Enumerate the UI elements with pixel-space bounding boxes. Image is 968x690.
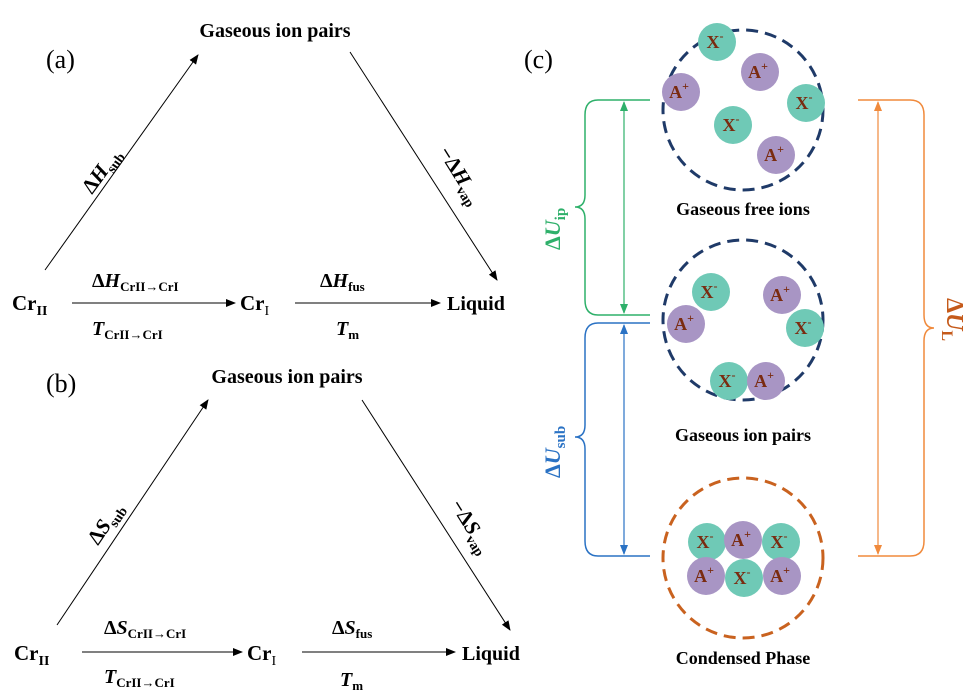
panel-a-label-vaporization: −ΔHvap [430, 142, 487, 211]
panel-a-label-melting-temperature: Tm [336, 318, 359, 342]
panel-a-label-fusion-enthalpy: ΔHfus [320, 270, 365, 294]
panel-a-label-transition-enthalpy: ΔHCrII→CrI [92, 270, 179, 294]
ion-layer: X-A+A+X-X-A+X-A+A+X-X- A+X- A+ X-A+ X- A+ [662, 23, 825, 597]
panel-a-mid-state: CrI [240, 291, 270, 319]
panel-a-label: (a) [46, 45, 75, 74]
delta-u-lattice-bracket [858, 99, 935, 557]
state-caption-condensed: Condensed Phase [676, 648, 811, 668]
svg-text:A+: A+ [764, 142, 784, 165]
panel-b-left-state: CrII [14, 641, 49, 669]
panel-a: (a) Gaseous ion pairs CrII CrI Liquid ΔH… [12, 20, 505, 342]
anion-sphere: X- [786, 309, 824, 347]
condensed-phase-boundary [661, 476, 825, 640]
panel-c-label: (c) [524, 45, 553, 74]
delta-u-sub-bracket [574, 322, 650, 557]
panel-b-label-fusion-entropy: ΔSfus [332, 617, 372, 641]
cation-sphere: A+ [763, 557, 801, 595]
svg-text:X-: X- [723, 112, 740, 135]
panel-b-label-transition-temperature: TCrII→CrI [104, 666, 175, 690]
panel-b-top-state: Gaseous ion pairs [211, 366, 362, 388]
cation-sphere: A+ [763, 276, 801, 314]
delta-u-ip-label: ΔUip [540, 208, 569, 250]
cation-sphere: A+ [724, 521, 762, 559]
delta-u-sub-label: ΔUsub [540, 426, 569, 478]
anion-sphere: X- [692, 273, 730, 311]
svg-text:X-: X- [796, 90, 813, 113]
svg-text:A+: A+ [770, 282, 790, 305]
panel-b-label-sublimation: ΔSsub [82, 497, 131, 551]
svg-text:X-: X- [734, 565, 751, 588]
anion-sphere: X- [710, 362, 748, 400]
panel-b-label: (b) [46, 369, 76, 398]
svg-text:A+: A+ [669, 79, 689, 102]
anion-sphere: X- [787, 84, 825, 122]
panel-a-label-transition-temperature: TCrII→CrI [92, 318, 163, 342]
panel-a-right-state: Liquid [447, 293, 505, 315]
svg-text:A+: A+ [754, 368, 774, 391]
cation-sphere: A+ [687, 557, 725, 595]
panel-b-right-state: Liquid [462, 643, 520, 665]
panel-b-label-melting-temperature: Tm [340, 669, 363, 690]
svg-text:X-: X- [719, 368, 736, 391]
delta-u-lattice-label: ΔUL [938, 298, 967, 341]
panel-a-arrow-sublimation [44, 54, 199, 271]
svg-text:A+: A+ [674, 311, 694, 334]
anion-sphere: X- [688, 523, 726, 561]
svg-text:A+: A+ [731, 527, 751, 550]
svg-text:X-: X- [707, 29, 724, 52]
svg-text:X-: X- [697, 529, 714, 552]
panel-a-left-state: CrII [12, 291, 47, 319]
svg-text:A+: A+ [770, 563, 790, 586]
panel-b-label-vaporization: −ΔSvap [442, 495, 497, 560]
cation-sphere: A+ [662, 73, 700, 111]
panel-b-label-transition-entropy: ΔSCrII→CrI [104, 617, 186, 641]
panel-a-top-state: Gaseous ion pairs [199, 20, 350, 42]
svg-text:A+: A+ [748, 59, 768, 82]
svg-text:X-: X- [771, 529, 788, 552]
cation-sphere: A+ [757, 136, 795, 174]
panel-b: (b) Gaseous ion pairs CrII CrI Liquid ΔS… [14, 366, 520, 690]
cation-sphere: A+ [747, 362, 785, 400]
panel-c: (c) X-A+A+X-X-A+X-A+A+X-X- A+X- A+ X-A+ X- A+… [524, 23, 967, 668]
panel-a-label-sublimation: ΔHsub [77, 143, 129, 201]
panel-b-arrow-sublimation [56, 399, 209, 626]
cation-sphere: A+ [741, 53, 779, 91]
panel-a-arrow-vaporization [349, 51, 498, 281]
svg-text:X-: X- [795, 315, 812, 338]
anion-sphere: X- [762, 523, 800, 561]
anion-sphere: X- [714, 106, 752, 144]
panel-b-mid-state: CrI [247, 641, 277, 669]
svg-text:A+: A+ [694, 563, 714, 586]
panel-b-arrow-vaporization [361, 399, 511, 631]
svg-text:X-: X- [701, 279, 718, 302]
cation-sphere: A+ [667, 305, 705, 343]
delta-u-ip-bracket [574, 99, 650, 316]
anion-sphere: X- [698, 23, 736, 61]
state-caption-free-ions: Gaseous free ions [676, 199, 810, 219]
state-caption-ion-pairs: Gaseous ion pairs [675, 425, 811, 445]
anion-sphere: X- [725, 559, 763, 597]
gaseous-ion-pairs-boundary [661, 238, 825, 402]
